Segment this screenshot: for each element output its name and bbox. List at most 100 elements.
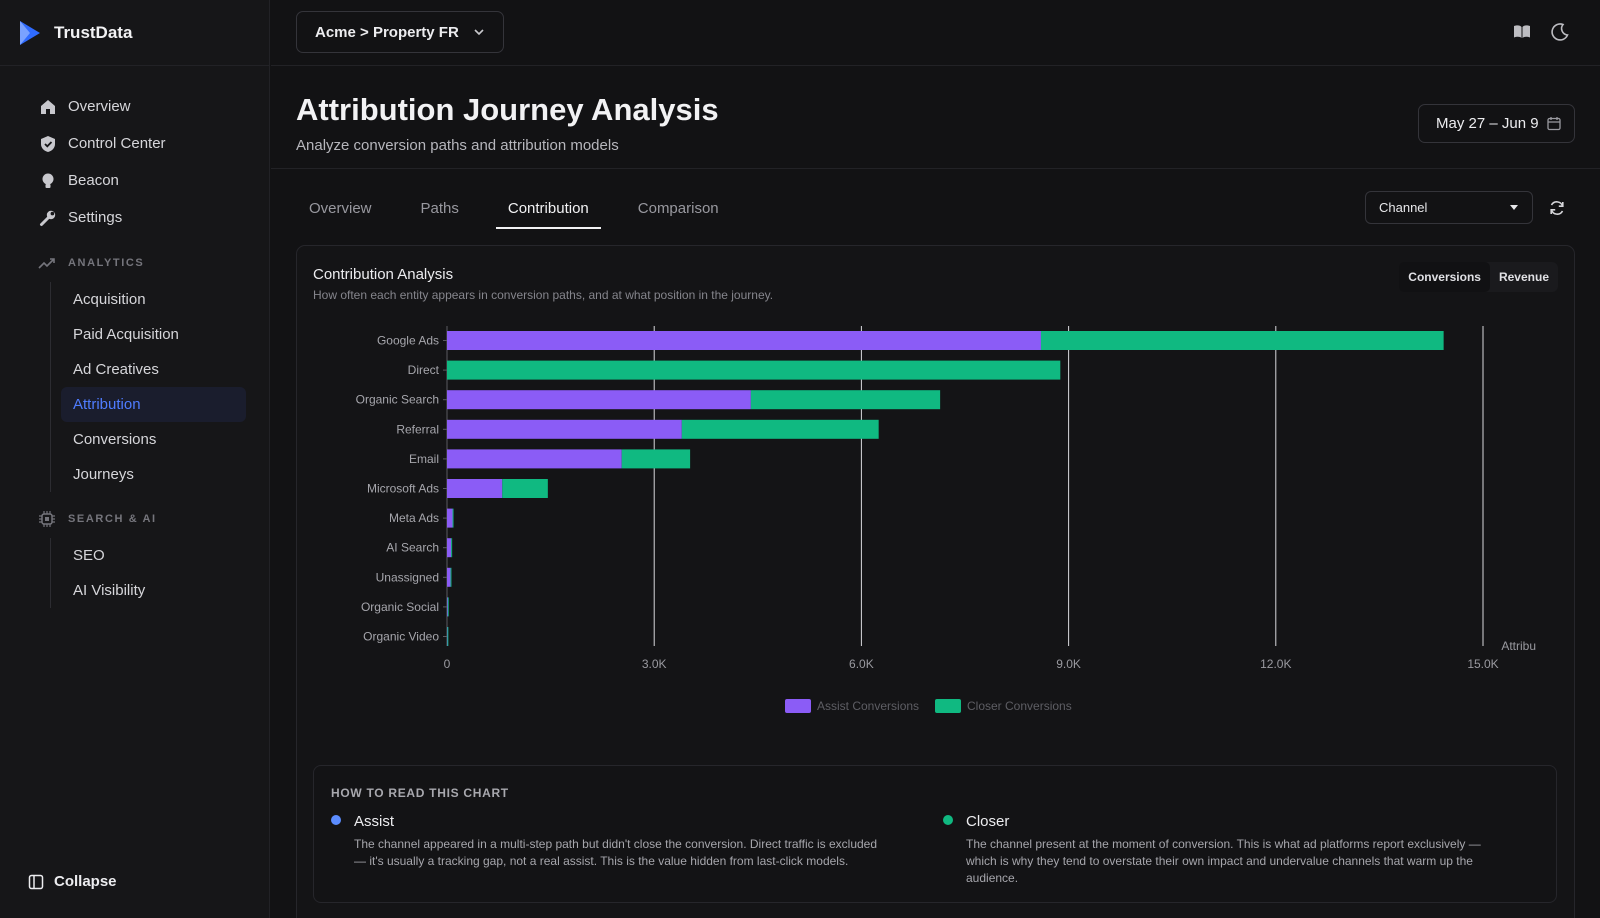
topbar-actions	[1512, 22, 1570, 42]
y-category-label: Unassigned	[376, 570, 439, 584]
metric-toggle: Conversions Revenue	[1399, 262, 1558, 292]
search-ai-subnav: SEO AI Visibility	[50, 538, 269, 608]
refresh-icon[interactable]	[1548, 199, 1566, 217]
chip-icon	[38, 510, 58, 528]
y-category-label: Email	[409, 452, 439, 466]
assist-text: The channel appeared in a multi-step pat…	[354, 837, 878, 868]
x-tick-label: 9.0K	[1056, 657, 1081, 671]
y-category-label: Meta Ads	[389, 511, 439, 525]
sidebar-item-paid-acquisition[interactable]: Paid Acquisition	[73, 326, 179, 343]
y-category-label: Microsoft Ads	[367, 482, 439, 496]
sidebar-item-label: Settings	[68, 209, 123, 226]
y-category-label: Google Ads	[377, 334, 439, 348]
x-tick-label: 0	[444, 657, 451, 671]
bar-closer	[447, 627, 449, 646]
chevron-down-icon	[474, 29, 484, 36]
property-label: Acme > Property FR	[315, 23, 459, 41]
trustdata-logo-icon	[20, 20, 40, 45]
sidebar-item-label: Beacon	[68, 172, 119, 189]
bar-assist	[447, 479, 503, 498]
trend-icon	[38, 254, 58, 272]
legend-label: Assist Conversions	[817, 699, 919, 713]
tab-contribution[interactable]: Contribution	[495, 196, 601, 229]
metric-conversions-button[interactable]: Conversions	[1399, 262, 1490, 292]
section-analytics: ANALYTICS	[0, 248, 269, 278]
shield-icon	[38, 134, 58, 154]
x-tick-label: 3.0K	[642, 657, 667, 671]
closer-heading: Closer	[966, 813, 1010, 830]
bar-closer	[450, 567, 452, 587]
sidebar-item-attribution[interactable]: Attribution	[61, 387, 246, 422]
y-category-label: AI Search	[386, 541, 439, 555]
wrench-icon	[38, 208, 58, 228]
date-range-label: May 27 – Jun 9	[1436, 115, 1539, 132]
x-axis-label: Attribu	[1501, 639, 1536, 653]
y-category-label: Referral	[396, 422, 439, 436]
sidebar-item-label: Overview	[68, 98, 131, 115]
tab-bar: Overview Paths Contribution Comparison	[297, 196, 756, 229]
sidebar-toggle-icon	[28, 874, 44, 889]
bar-assist	[447, 419, 682, 439]
sidebar-item-seo[interactable]: SEO	[73, 547, 105, 564]
section-label: ANALYTICS	[68, 257, 145, 269]
closer-explainer: Closer The channel present at the moment…	[943, 813, 1503, 887]
brand-name: TrustData	[54, 22, 133, 42]
x-tick-label: 6.0K	[849, 657, 874, 671]
docs-book-icon[interactable]	[1512, 22, 1532, 42]
contribution-card: Contribution Analysis How often each ent…	[296, 245, 1575, 918]
y-category-label: Organic Video	[363, 630, 439, 644]
topbar: Acme > Property FR	[271, 0, 1600, 66]
bar-assist	[447, 597, 448, 617]
sidebar-item-label: Control Center	[68, 135, 166, 152]
bar-closer	[447, 597, 449, 617]
closer-dot	[943, 815, 953, 825]
bar-closer	[750, 390, 941, 410]
page-title: Attribution Journey Analysis	[296, 92, 719, 127]
assist-heading: Assist	[354, 813, 395, 830]
sidebar-item-overview[interactable]: Overview	[0, 88, 269, 125]
collapse-label: Collapse	[54, 873, 117, 890]
main-nav: Overview Control Center Beacon Settings …	[0, 66, 269, 608]
bar-closer	[452, 508, 454, 528]
tab-paths[interactable]: Paths	[420, 200, 459, 217]
sidebar-item-acquisition[interactable]: Acquisition	[73, 291, 146, 308]
group-by-select[interactable]: Channel	[1365, 191, 1533, 224]
brand[interactable]: TrustData	[0, 0, 269, 66]
how-to-read-panel: HOW TO READ THIS CHART Assist The channe…	[313, 765, 1557, 903]
assist-explainer: Assist The channel appeared in a multi-s…	[331, 813, 891, 870]
sidebar-item-ai-visibility[interactable]: AI Visibility	[73, 582, 146, 599]
theme-moon-icon[interactable]	[1550, 22, 1570, 42]
card-subtitle: How often each entity appears in convers…	[313, 288, 774, 302]
sidebar-item-settings[interactable]: Settings	[0, 199, 269, 236]
bar-closer	[621, 449, 691, 469]
legend-swatch	[785, 699, 811, 713]
group-by-value: Channel	[1379, 200, 1428, 215]
legend-swatch	[935, 699, 961, 713]
y-category-label: Organic Search	[356, 393, 439, 407]
y-category-label: Direct	[408, 363, 440, 377]
sidebar-item-beacon[interactable]: Beacon	[0, 162, 269, 199]
section-search-ai: SEARCH & AI	[0, 504, 269, 534]
collapse-button[interactable]: Collapse	[28, 873, 117, 890]
bar-closer	[681, 419, 879, 439]
tab-comparison[interactable]: Comparison	[637, 200, 719, 217]
metric-revenue-button[interactable]: Revenue	[1498, 270, 1549, 284]
sidebar-item-ad-creatives[interactable]: Ad Creatives	[73, 361, 159, 378]
date-range-picker[interactable]: May 27 – Jun 9	[1418, 104, 1575, 143]
how-to-read-title: HOW TO READ THIS CHART	[331, 786, 509, 800]
sidebar-item-control-center[interactable]: Control Center	[0, 125, 269, 162]
page-subtitle: Analyze conversion paths and attribution…	[296, 137, 619, 154]
property-selector[interactable]: Acme > Property FR	[296, 11, 504, 53]
sidebar-item-conversions[interactable]: Conversions	[73, 431, 157, 448]
home-icon	[38, 97, 58, 117]
legend-label: Closer Conversions	[967, 699, 1072, 713]
bar-assist	[447, 538, 452, 558]
tab-overview[interactable]: Overview	[309, 200, 372, 217]
analytics-subnav: Acquisition Paid Acquisition Ad Creative…	[50, 282, 269, 492]
sidebar-item-journeys[interactable]: Journeys	[73, 466, 134, 483]
bar-assist	[447, 508, 453, 528]
bar-closer	[451, 538, 453, 558]
assist-dot	[331, 815, 341, 825]
bar-closer	[447, 360, 1061, 380]
